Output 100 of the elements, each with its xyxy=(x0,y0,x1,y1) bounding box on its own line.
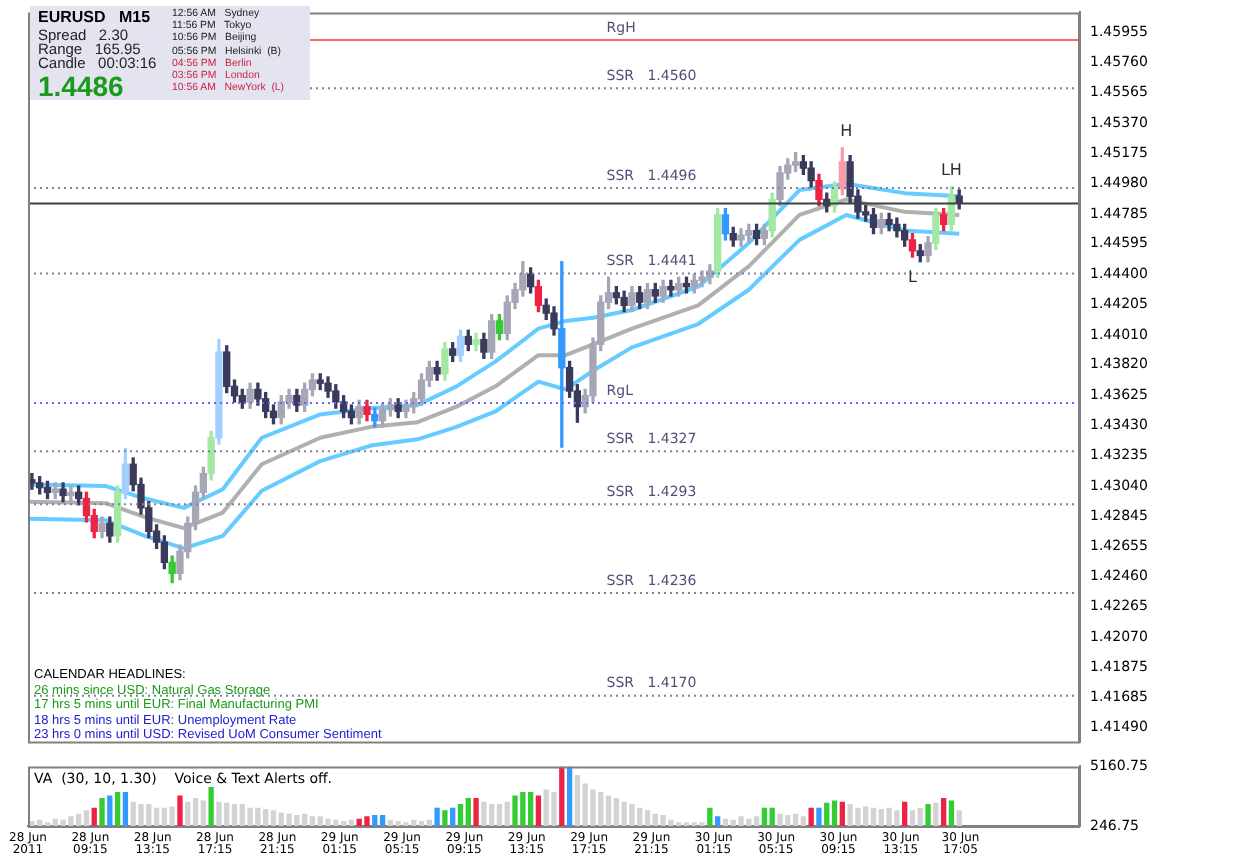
bar xyxy=(317,816,323,826)
bar xyxy=(301,813,308,826)
bar xyxy=(122,791,129,826)
bar xyxy=(543,789,549,826)
bar xyxy=(153,807,160,826)
bar xyxy=(372,814,378,826)
bar xyxy=(138,804,144,826)
bar xyxy=(847,804,853,826)
bar xyxy=(637,807,643,826)
bar xyxy=(348,819,355,826)
bar xyxy=(668,819,674,826)
bar xyxy=(208,787,214,826)
bar xyxy=(855,807,861,826)
bar xyxy=(91,807,97,826)
bar xyxy=(761,807,768,826)
bar xyxy=(527,791,534,826)
bar xyxy=(824,802,830,826)
bar xyxy=(613,798,619,826)
bar xyxy=(216,801,222,826)
bar xyxy=(870,807,877,826)
bar xyxy=(99,798,105,826)
bar xyxy=(450,807,456,826)
bar xyxy=(224,802,230,826)
bar xyxy=(777,813,783,826)
bar xyxy=(925,804,931,826)
bar xyxy=(278,812,284,826)
bar xyxy=(886,807,892,826)
candlestick xyxy=(67,485,75,503)
bar xyxy=(177,795,183,826)
bar xyxy=(107,795,113,826)
bar xyxy=(769,807,775,826)
annotation: EURUSD M15 xyxy=(38,8,151,26)
bar xyxy=(83,810,90,826)
bar xyxy=(130,801,136,826)
bar xyxy=(37,819,43,826)
candlestick xyxy=(667,279,675,297)
annotation: LH xyxy=(940,161,962,180)
bar xyxy=(231,804,238,826)
bar xyxy=(169,806,175,826)
bar xyxy=(574,774,581,826)
bar xyxy=(247,807,253,826)
bar xyxy=(839,801,845,826)
bar xyxy=(294,814,300,826)
bar xyxy=(917,807,923,826)
bar xyxy=(161,807,168,826)
bar xyxy=(286,813,292,826)
bar xyxy=(714,816,721,826)
bar xyxy=(909,810,916,826)
bar xyxy=(644,810,651,826)
bar xyxy=(504,801,510,826)
bar xyxy=(356,818,362,826)
bar xyxy=(411,819,417,826)
bar xyxy=(60,819,66,826)
bar xyxy=(255,807,261,826)
bar xyxy=(200,800,206,826)
bar xyxy=(364,816,370,826)
bar xyxy=(379,814,386,826)
bar xyxy=(738,816,744,826)
bar xyxy=(707,807,713,826)
bar xyxy=(590,789,596,826)
bar xyxy=(621,801,627,826)
bar xyxy=(933,802,939,826)
bar xyxy=(566,766,573,826)
bar xyxy=(114,791,121,826)
bar xyxy=(434,807,440,826)
bar xyxy=(481,801,487,826)
bar xyxy=(309,816,316,826)
bar xyxy=(496,804,503,826)
bar xyxy=(816,807,822,826)
bar xyxy=(239,804,245,826)
bar xyxy=(940,798,947,826)
bar xyxy=(75,813,82,826)
annotation: 1.4486 xyxy=(38,70,124,102)
bar xyxy=(270,810,277,826)
bar xyxy=(185,801,191,826)
bar xyxy=(948,800,955,826)
bar xyxy=(894,810,900,826)
bar xyxy=(785,814,791,826)
bar xyxy=(559,766,565,826)
bar xyxy=(902,801,908,826)
bar xyxy=(551,791,557,826)
bar xyxy=(465,798,471,826)
bar xyxy=(956,810,962,826)
bar xyxy=(442,810,448,826)
bar xyxy=(652,813,658,826)
bar xyxy=(333,819,339,826)
bar xyxy=(512,795,518,826)
bar xyxy=(192,798,199,826)
bar xyxy=(426,819,432,826)
bar xyxy=(535,795,542,826)
bar xyxy=(52,818,58,826)
bar xyxy=(629,804,635,826)
bar xyxy=(863,806,869,826)
bar xyxy=(792,813,799,826)
bar xyxy=(746,818,752,826)
annotation: L xyxy=(907,267,918,286)
bar xyxy=(146,804,152,826)
bar xyxy=(660,814,666,826)
bar xyxy=(730,819,736,826)
bar xyxy=(831,800,838,826)
